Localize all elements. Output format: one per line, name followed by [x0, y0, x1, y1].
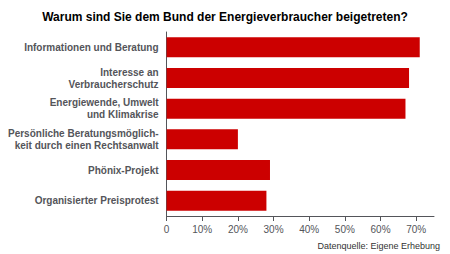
svg-text:0: 0	[164, 224, 170, 235]
svg-text:30%: 30%	[264, 224, 284, 235]
svg-text:Persönliche Beratungsmöglich-: Persönliche Beratungsmöglich-	[8, 128, 159, 139]
svg-text:50%: 50%	[335, 224, 355, 235]
svg-text:Verbraucherschutz: Verbraucherschutz	[69, 79, 159, 90]
svg-text:Organisierter Preisprotest: Organisierter Preisprotest	[35, 195, 160, 206]
svg-text:Phönix-Projekt: Phönix-Projekt	[88, 165, 159, 176]
svg-text:70%: 70%	[406, 224, 426, 235]
svg-text:Datenquelle: Eigene Erhebung: Datenquelle: Eigene Erhebung	[317, 241, 440, 251]
svg-text:keit durch einen Rechtsanwalt: keit durch einen Rechtsanwalt	[15, 140, 160, 151]
svg-text:Energiewende, Umwelt: Energiewende, Umwelt	[50, 97, 160, 108]
svg-text:und Klimakrise: und Klimakrise	[87, 109, 159, 120]
svg-text:Informationen und Beratung: Informationen und Beratung	[24, 42, 158, 53]
svg-text:60%: 60%	[371, 224, 391, 235]
svg-text:Interesse an: Interesse an	[100, 67, 158, 78]
svg-text:10%: 10%	[192, 224, 212, 235]
svg-text:20%: 20%	[228, 224, 248, 235]
svg-text:Warum sind Sie dem Bund der En: Warum sind Sie dem Bund der Energieverbr…	[42, 10, 408, 24]
svg-text:40%: 40%	[299, 224, 319, 235]
